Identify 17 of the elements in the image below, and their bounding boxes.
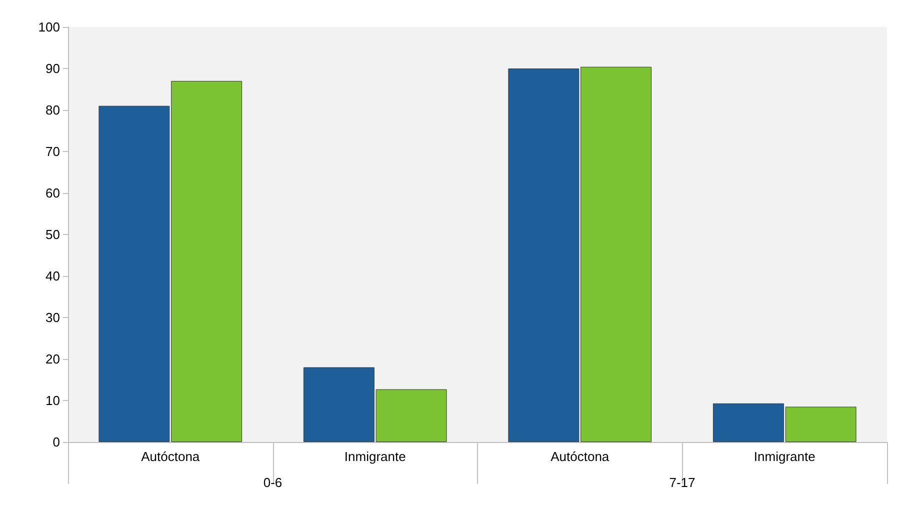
y-tick-label: 90: [46, 61, 60, 76]
y-tick-label: 30: [46, 310, 60, 325]
y-tick-label: 70: [46, 144, 60, 159]
y-tick-label: 0: [52, 434, 60, 450]
y-tick-label: 60: [46, 186, 60, 200]
x-tick-label: Inmigrante: [344, 449, 406, 464]
x-tick-label: Autóctona: [141, 449, 200, 464]
text: 7-17: [669, 475, 696, 490]
y-tick-label: 40: [46, 268, 60, 284]
y-tick-label: 80: [46, 102, 60, 118]
y-tick-label: 100: [38, 20, 60, 34]
y-tick-label: 10: [46, 393, 60, 408]
text: 0-6: [263, 475, 282, 490]
x-tick-label: Autóctona: [550, 449, 610, 464]
y-tick-label: 50: [46, 227, 60, 242]
x-tick-label: Inmigrante: [754, 449, 816, 464]
y-tick-label: 20: [46, 352, 60, 366]
